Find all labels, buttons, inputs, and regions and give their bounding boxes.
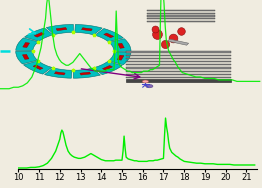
- Bar: [147, 21, 215, 22]
- Bar: [126, 74, 231, 75]
- Point: [152, 28, 157, 31]
- Point: [171, 36, 175, 39]
- Bar: [126, 58, 231, 59]
- Wedge shape: [16, 51, 37, 64]
- Wedge shape: [16, 38, 38, 51]
- Polygon shape: [56, 28, 67, 31]
- Wedge shape: [23, 61, 52, 74]
- Polygon shape: [104, 33, 114, 38]
- Wedge shape: [108, 52, 131, 65]
- Wedge shape: [95, 29, 123, 42]
- Polygon shape: [117, 55, 124, 60]
- Bar: [126, 70, 231, 72]
- Wedge shape: [46, 24, 73, 35]
- Circle shape: [142, 80, 149, 83]
- Bar: [147, 15, 215, 17]
- Polygon shape: [168, 39, 189, 45]
- Polygon shape: [23, 54, 29, 59]
- Bar: [147, 10, 215, 11]
- Point: [179, 29, 183, 32]
- Bar: [126, 55, 231, 56]
- Bar: [126, 61, 231, 62]
- Wedge shape: [45, 68, 72, 78]
- Bar: [126, 77, 231, 78]
- Wedge shape: [75, 24, 102, 35]
- Wedge shape: [109, 39, 131, 51]
- Wedge shape: [73, 68, 100, 78]
- Polygon shape: [80, 72, 91, 75]
- Polygon shape: [23, 42, 30, 48]
- Polygon shape: [81, 28, 92, 31]
- Polygon shape: [118, 43, 124, 48]
- Bar: [126, 67, 231, 69]
- Polygon shape: [33, 65, 43, 70]
- Wedge shape: [94, 61, 122, 75]
- Polygon shape: [54, 72, 65, 75]
- Bar: [126, 64, 231, 65]
- Wedge shape: [24, 28, 53, 41]
- Bar: [126, 79, 231, 82]
- Point: [155, 33, 159, 36]
- Polygon shape: [102, 65, 112, 70]
- Bar: [147, 13, 215, 14]
- Bar: [126, 52, 231, 53]
- Point: [163, 42, 167, 45]
- Circle shape: [146, 84, 153, 88]
- Polygon shape: [34, 33, 44, 37]
- Bar: [147, 18, 215, 19]
